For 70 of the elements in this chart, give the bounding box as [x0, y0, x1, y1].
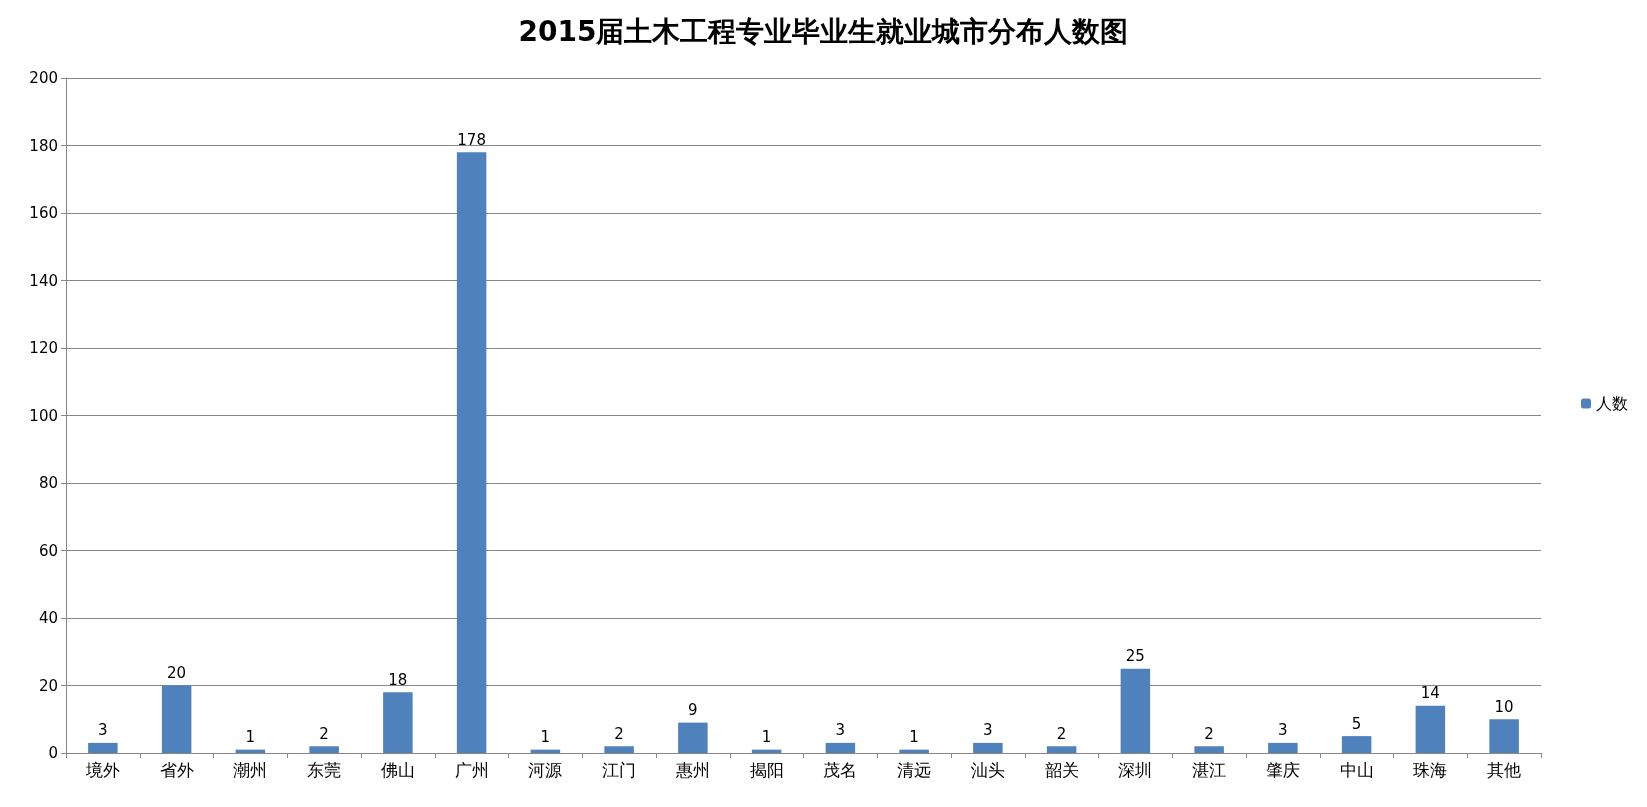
y-tick-label: 40	[38, 609, 58, 627]
x-tick-label: 中山	[1339, 759, 1374, 780]
x-tick-label: 广州	[454, 759, 489, 780]
y-tick-label: 100	[29, 406, 58, 425]
data-label: 14	[1420, 684, 1440, 703]
data-label: 3	[98, 721, 108, 740]
data-label: 10	[1494, 697, 1514, 716]
bar	[604, 746, 634, 753]
bar	[1415, 705, 1446, 753]
x-tick-label: 河源	[528, 759, 563, 780]
bar	[1046, 746, 1077, 753]
x-tick-label: 肇庆	[1265, 759, 1300, 780]
bar	[1194, 746, 1224, 753]
x-tick-label: 东莞	[307, 759, 342, 780]
y-tick-label: 20	[38, 676, 58, 695]
bar	[678, 722, 708, 753]
bar	[88, 742, 118, 753]
bar	[1120, 668, 1151, 753]
legend-label: 人数	[1596, 394, 1628, 413]
data-label: 178	[457, 130, 486, 149]
x-tick-label: 深圳	[1118, 759, 1153, 780]
data-label: 2	[614, 724, 624, 743]
bar	[1341, 736, 1372, 753]
y-tick-label: 200	[29, 69, 58, 87]
data-label: 25	[1125, 647, 1145, 666]
x-tick-label: 潮州	[233, 759, 268, 780]
y-tick-label: 180	[29, 136, 58, 155]
x-tick-label: 清远	[897, 759, 932, 780]
data-label: 20	[167, 664, 187, 682]
y-tick-label: 160	[29, 204, 58, 222]
bar	[1489, 719, 1519, 753]
x-tick-label: 江门	[602, 759, 637, 780]
y-tick-label: 80	[38, 474, 58, 492]
x-tick-label: 汕头	[970, 759, 1005, 780]
data-label: 3	[835, 721, 846, 740]
x-tick-label: 湛江	[1192, 759, 1227, 780]
data-label: 1	[540, 728, 551, 747]
x-tick-label: 佛山	[380, 759, 415, 780]
bar	[825, 742, 856, 753]
y-tick-label: 0	[48, 744, 58, 762]
bar	[1268, 742, 1298, 753]
bar	[383, 692, 413, 753]
data-label: 5	[1351, 714, 1362, 733]
chart-title: 2015届土木工程专业毕业生就业城市分布人数图	[518, 14, 1129, 48]
y-tick-label: 140	[29, 271, 58, 290]
x-tick-label: 惠州	[674, 759, 710, 780]
data-label: 2	[1204, 724, 1214, 743]
data-label: 1	[761, 728, 772, 747]
bar	[899, 749, 929, 753]
bar	[161, 685, 192, 753]
bar	[309, 746, 339, 753]
x-tick-label: 揭阳	[749, 759, 784, 780]
data-label: 3	[1278, 721, 1288, 740]
data-label: 2	[1056, 724, 1067, 743]
data-label: 2	[319, 724, 329, 743]
x-tick-label: 茂名	[823, 759, 858, 780]
y-tick-label: 120	[29, 339, 58, 357]
y-tick-label: 60	[38, 541, 58, 560]
x-tick-label: 韶关	[1044, 759, 1079, 780]
x-tick-label: 其他	[1487, 759, 1522, 780]
x-tick-label: 珠海	[1413, 759, 1448, 780]
data-label: 3	[983, 721, 993, 740]
data-label: 18	[388, 670, 408, 689]
x-tick-label: 省外	[159, 759, 194, 780]
x-tick-label: 境外	[84, 759, 120, 780]
bar	[456, 152, 487, 753]
data-label: 9	[688, 701, 698, 720]
bar	[973, 742, 1003, 753]
data-label: 1	[245, 728, 256, 747]
data-label: 1	[909, 728, 919, 747]
